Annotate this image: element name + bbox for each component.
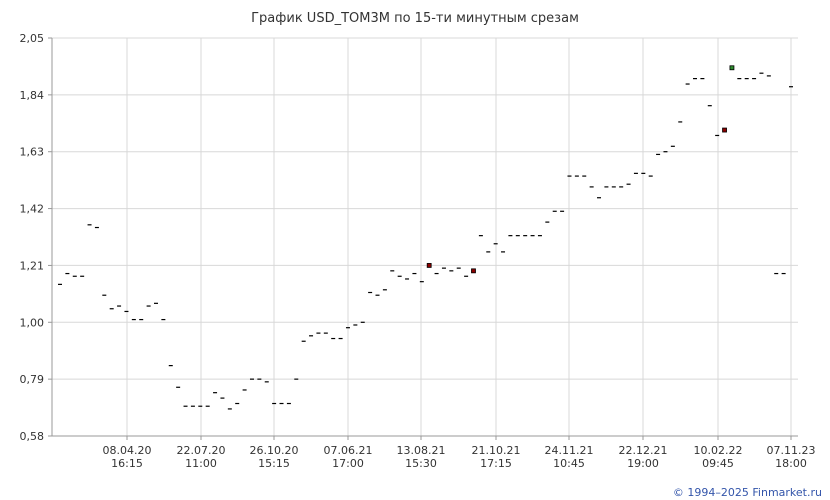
x-tick-date: 08.04.20	[103, 444, 152, 457]
x-tick-time: 15:30	[405, 457, 437, 470]
x-tick-date: 24.11.21	[545, 444, 594, 457]
candle	[471, 268, 476, 274]
y-tick-label: 1,63	[20, 146, 45, 159]
x-tick-time: 18:00	[775, 457, 807, 470]
x-tick-date: 07.06.21	[324, 444, 373, 457]
x-tick-date: 07.11.23	[767, 444, 816, 457]
y-tick-label: 1,84	[20, 89, 45, 102]
x-tick-date: 10.02.22	[694, 444, 743, 457]
candle	[722, 127, 727, 133]
x-tick-time: 17:15	[480, 457, 512, 470]
y-tick-label: 0,79	[20, 373, 45, 386]
grid	[52, 37, 798, 436]
x-tick-time: 11:00	[185, 457, 217, 470]
y-tick-label: 0,58	[20, 430, 45, 443]
candle	[729, 65, 735, 71]
candles	[58, 65, 793, 410]
chart-title: График USD_TOM3M по 15-ти минутным среза…	[251, 11, 579, 26]
candle	[426, 263, 432, 268]
axes	[48, 37, 798, 440]
x-tick-date: 13.08.21	[397, 444, 446, 457]
x-tick-time: 17:00	[332, 457, 364, 470]
x-tick-time: 10:45	[553, 457, 585, 470]
x-tick-time: 15:15	[258, 457, 290, 470]
x-tick-date: 26.10.20	[250, 444, 299, 457]
y-tick-label: 1,00	[20, 316, 45, 329]
y-tick-label: 1,42	[20, 203, 45, 216]
x-tick-date: 22.07.20	[177, 444, 226, 457]
x-tick-time: 19:00	[627, 457, 659, 470]
copyright-text: © 1994–2025 Finmarket.ru	[672, 486, 822, 499]
y-axis-labels: 2,05 1,84 1,63 1,42 1,21 1,00 0,79 0,58	[20, 32, 45, 443]
x-tick-time: 09:45	[702, 457, 734, 470]
x-tick-time: 16:15	[111, 457, 143, 470]
x-tick-date: 21.10.21	[472, 444, 521, 457]
y-tick-label: 1,21	[20, 259, 45, 272]
y-tick-label: 2,05	[20, 32, 45, 45]
x-tick-date: 22.12.21	[619, 444, 668, 457]
